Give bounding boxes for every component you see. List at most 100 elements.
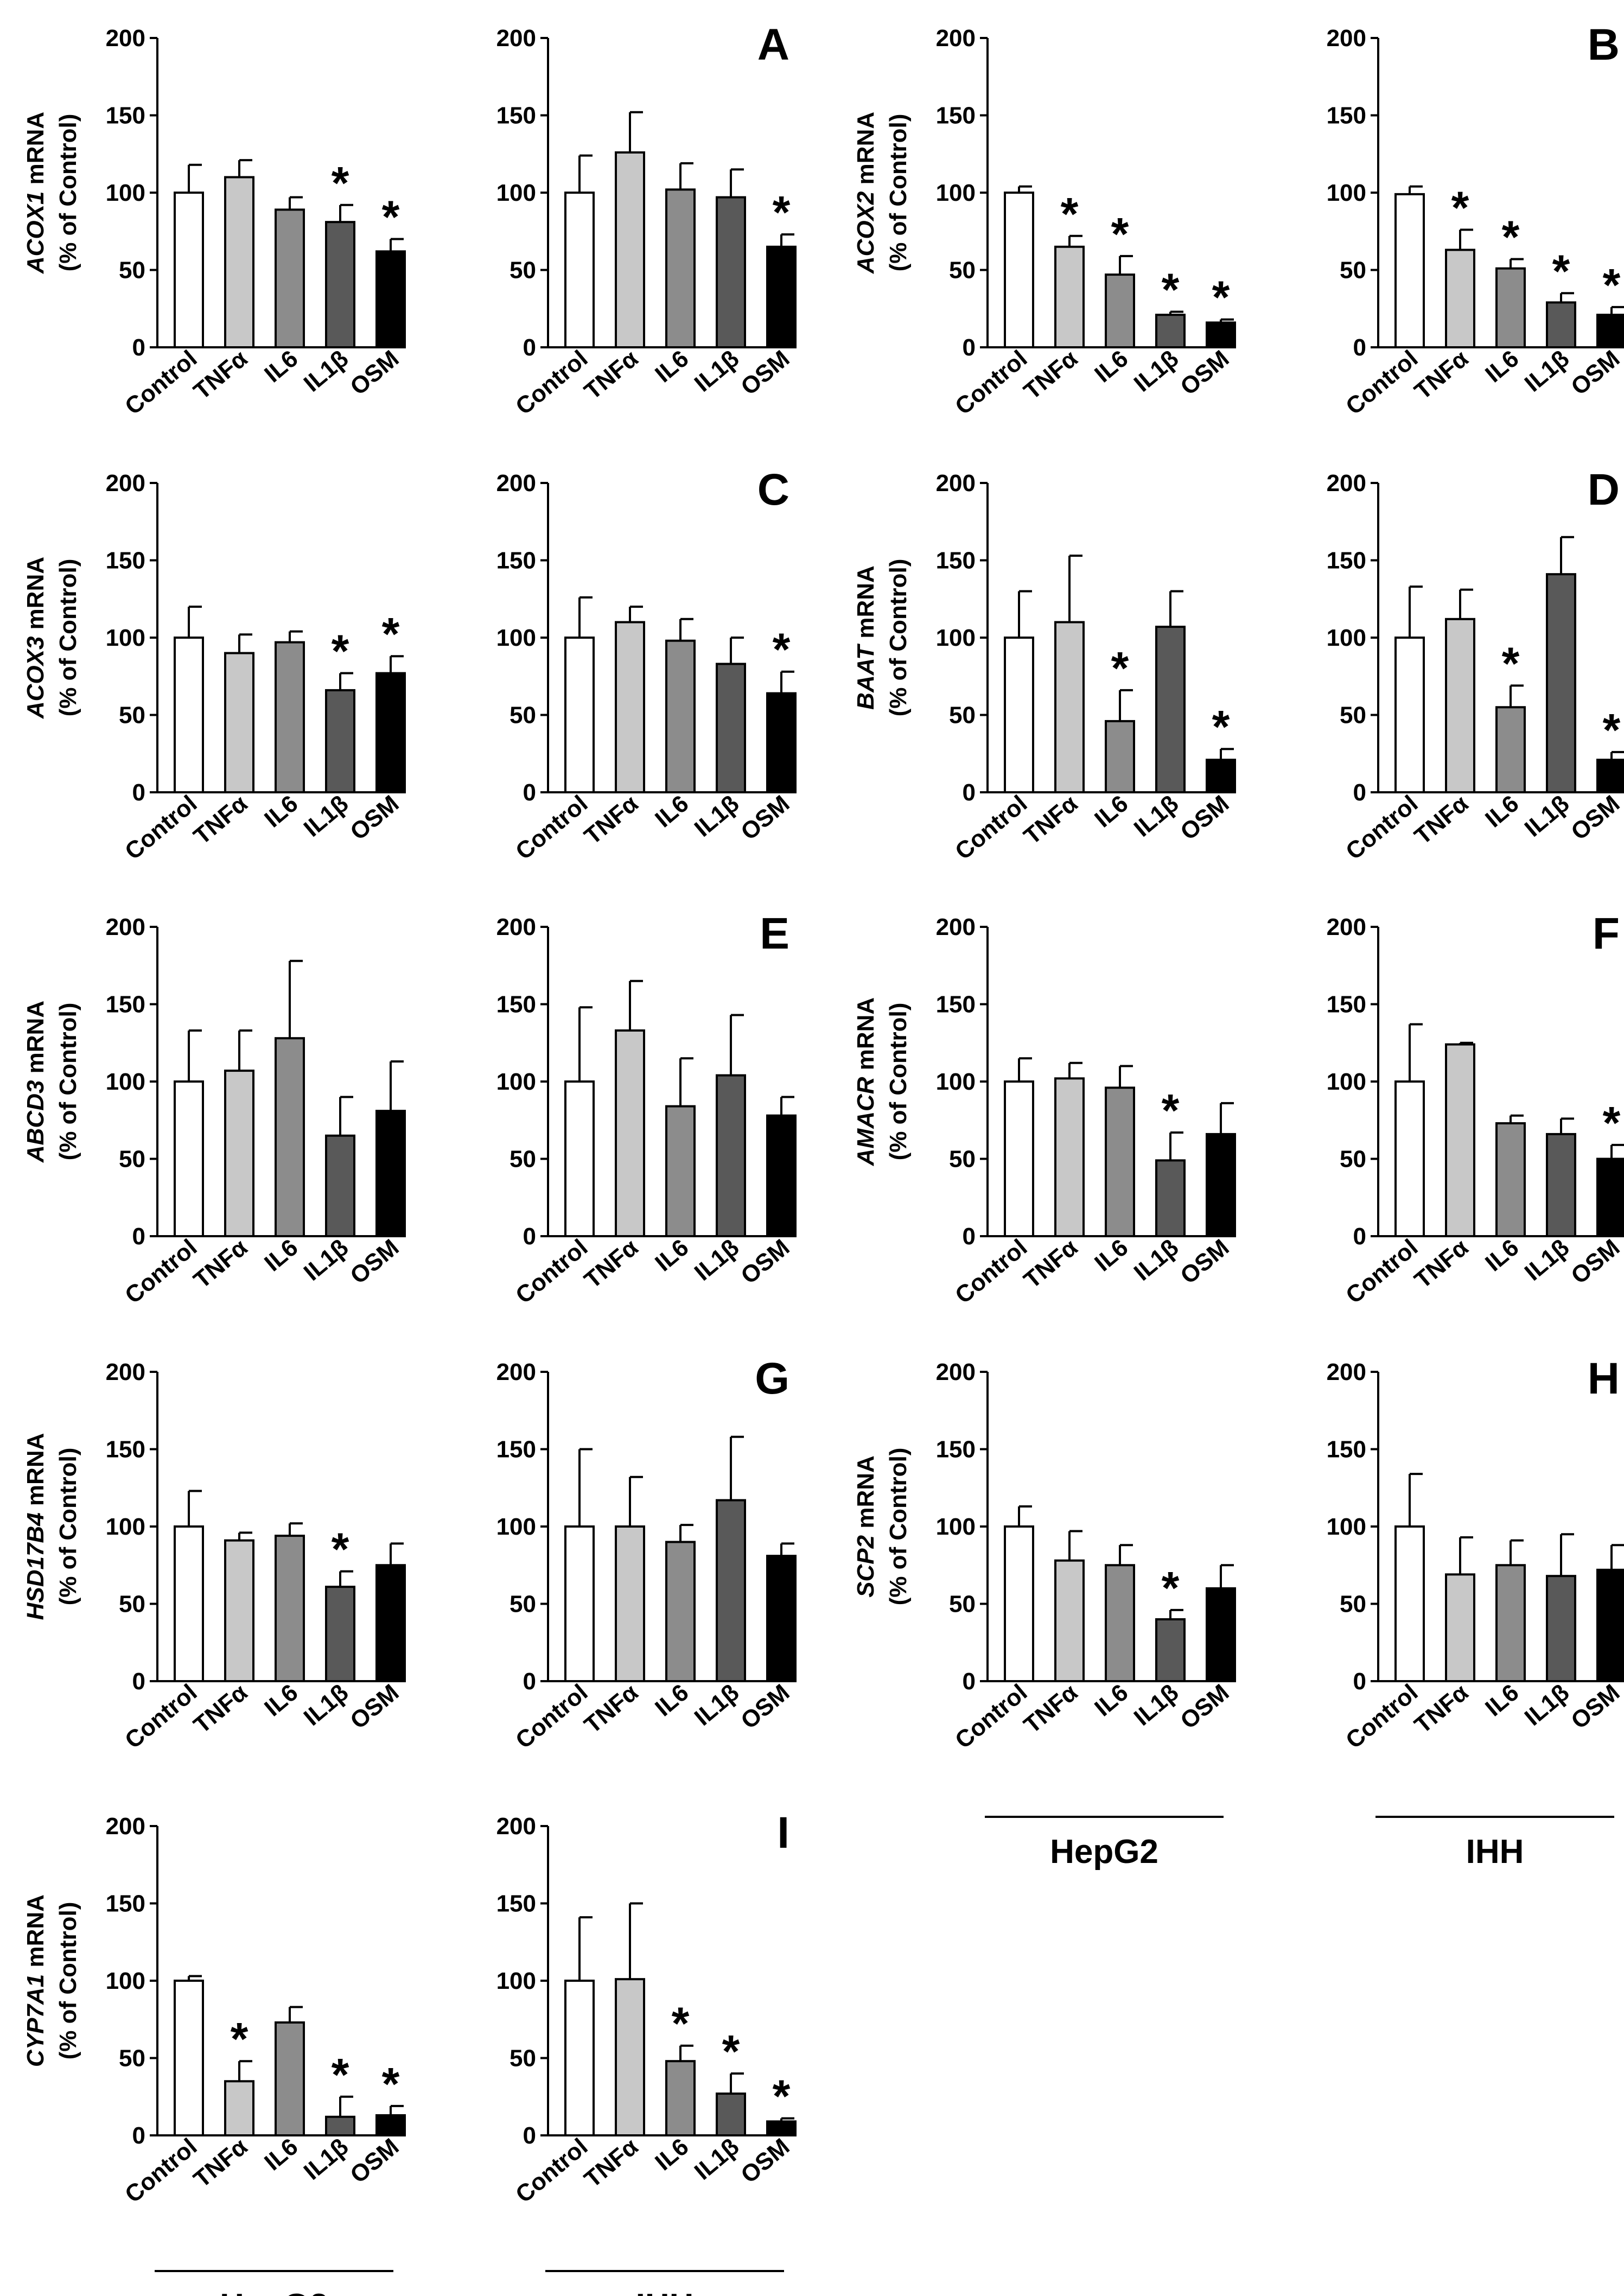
bar-IL6 bbox=[665, 2060, 696, 2136]
category-label: IL6 bbox=[650, 790, 693, 832]
bar-IL6 bbox=[665, 1541, 696, 1682]
bar-OSM bbox=[1596, 759, 1624, 794]
unit-label: mRNA bbox=[22, 1894, 49, 1974]
bar-IL6 bbox=[1495, 1564, 1526, 1682]
bar-IL6 bbox=[1105, 1564, 1135, 1682]
y-tick-label: 150 bbox=[936, 1436, 976, 1463]
y-tick-label: 200 bbox=[496, 1813, 536, 1840]
bar-IL6 bbox=[275, 641, 305, 794]
bar-TNFα bbox=[1054, 1077, 1085, 1238]
unit-label: mRNA bbox=[852, 997, 879, 1077]
category-label: TNFα bbox=[189, 1679, 253, 1739]
bar-IL6 bbox=[275, 208, 305, 348]
y-tick-label: 200 bbox=[936, 25, 976, 52]
y-tick-label: 50 bbox=[1340, 1591, 1366, 1618]
gene-name: ACOX3 bbox=[22, 637, 49, 720]
category-label: TNFα bbox=[1410, 1234, 1474, 1294]
category-label: IL1β bbox=[690, 1234, 744, 1286]
gene-name: AMACR bbox=[852, 1077, 879, 1166]
bar-Control bbox=[1394, 1525, 1425, 1682]
y-tick-label: 0 bbox=[1353, 1223, 1366, 1250]
category-label: IL1β bbox=[1520, 345, 1575, 397]
category-label: TNFα bbox=[579, 345, 644, 405]
y-tick-label: 100 bbox=[1327, 1513, 1366, 1540]
y-tick-label: 0 bbox=[963, 779, 976, 806]
bar-TNFα bbox=[1445, 618, 1475, 794]
y-axis-label: ACOX3 mRNA bbox=[22, 557, 49, 719]
y-tick-label: 150 bbox=[106, 548, 145, 574]
bar-TNFα bbox=[615, 1029, 645, 1237]
category-label: IL6 bbox=[650, 345, 693, 387]
bar-Control bbox=[564, 1525, 595, 1682]
bar-Control bbox=[174, 637, 204, 793]
bar-IL6 bbox=[665, 639, 696, 793]
bar-Control bbox=[174, 192, 204, 348]
y-axis-label-sub: (% of Control) bbox=[55, 1003, 81, 1161]
y-tick-label: 0 bbox=[1353, 779, 1366, 806]
gene-name: BAAT bbox=[852, 644, 879, 710]
y-tick-label: 100 bbox=[106, 1513, 145, 1540]
category-label: IL1β bbox=[299, 2133, 354, 2185]
gene-name: ABCD3 bbox=[22, 1080, 49, 1163]
category-label: IL1β bbox=[1129, 1679, 1184, 1731]
bar-IL1β bbox=[1546, 1575, 1576, 1682]
y-axis-label: ACOX2 mRNA bbox=[852, 112, 879, 274]
significance-star: * bbox=[1162, 1562, 1180, 1613]
y-tick-label: 150 bbox=[106, 103, 145, 129]
y-tick-label: 0 bbox=[963, 1223, 976, 1250]
significance-star: * bbox=[332, 157, 349, 208]
bar-TNFα bbox=[1445, 1043, 1475, 1237]
y-axis-label: HSD17B4 mRNA bbox=[22, 1433, 49, 1620]
y-axis-label: BAAT mRNA bbox=[852, 565, 879, 710]
category-label: TNFα bbox=[579, 1679, 644, 1739]
category-label: OSM bbox=[345, 2133, 404, 2189]
y-axis-label-sub: (% of Control) bbox=[885, 114, 912, 272]
y-tick-label: 150 bbox=[106, 991, 145, 1018]
bar-OSM bbox=[766, 692, 797, 793]
y-tick-label: 0 bbox=[523, 2122, 536, 2149]
bar-IL1β bbox=[1155, 1618, 1186, 1682]
y-tick-label: 50 bbox=[510, 1146, 536, 1173]
y-tick-label: 150 bbox=[496, 548, 536, 574]
significance-star: * bbox=[382, 2058, 400, 2109]
bar-OSM bbox=[375, 250, 406, 348]
category-label: IL6 bbox=[259, 1679, 303, 1721]
y-tick-label: 200 bbox=[496, 25, 536, 52]
significance-star: * bbox=[382, 192, 400, 243]
bar-OSM bbox=[1596, 1157, 1624, 1237]
category-label: TNFα bbox=[1410, 1679, 1474, 1739]
bar-Control bbox=[1004, 1080, 1034, 1237]
category-label: TNFα bbox=[579, 2133, 644, 2193]
y-tick-label: 200 bbox=[106, 1813, 145, 1840]
category-label: TNFα bbox=[1019, 1234, 1083, 1294]
category-label: TNFα bbox=[189, 790, 253, 850]
y-axis-label-sub: (% of Control) bbox=[55, 559, 81, 717]
y-tick-label: 0 bbox=[132, 334, 145, 361]
y-tick-label: 0 bbox=[963, 334, 976, 361]
gene-name: SCP2 bbox=[852, 1535, 879, 1597]
group-label: IHH bbox=[636, 2287, 694, 2296]
bar-IL6 bbox=[1105, 720, 1135, 794]
panel-letter-D: D bbox=[1588, 465, 1620, 514]
bar-IL1β bbox=[1546, 573, 1576, 794]
y-tick-label: 150 bbox=[1327, 548, 1366, 574]
bar-OSM bbox=[1206, 321, 1236, 349]
gene-name: ACOX1 bbox=[22, 192, 49, 275]
category-label: IL1β bbox=[690, 345, 744, 397]
bar-TNFα bbox=[224, 1070, 254, 1238]
y-tick-label: 100 bbox=[1327, 625, 1366, 651]
category-label: IL1β bbox=[690, 790, 744, 842]
y-axis-label-sub: (% of Control) bbox=[55, 1448, 81, 1606]
category-label: IL1β bbox=[1520, 790, 1575, 842]
category-label: TNFα bbox=[1410, 790, 1474, 850]
y-tick-label: 0 bbox=[523, 1223, 536, 1250]
bar-IL1β bbox=[716, 196, 746, 348]
bar-IL6 bbox=[275, 1037, 305, 1237]
bar-TNFα bbox=[1445, 249, 1475, 349]
category-label: IL6 bbox=[1480, 790, 1524, 832]
